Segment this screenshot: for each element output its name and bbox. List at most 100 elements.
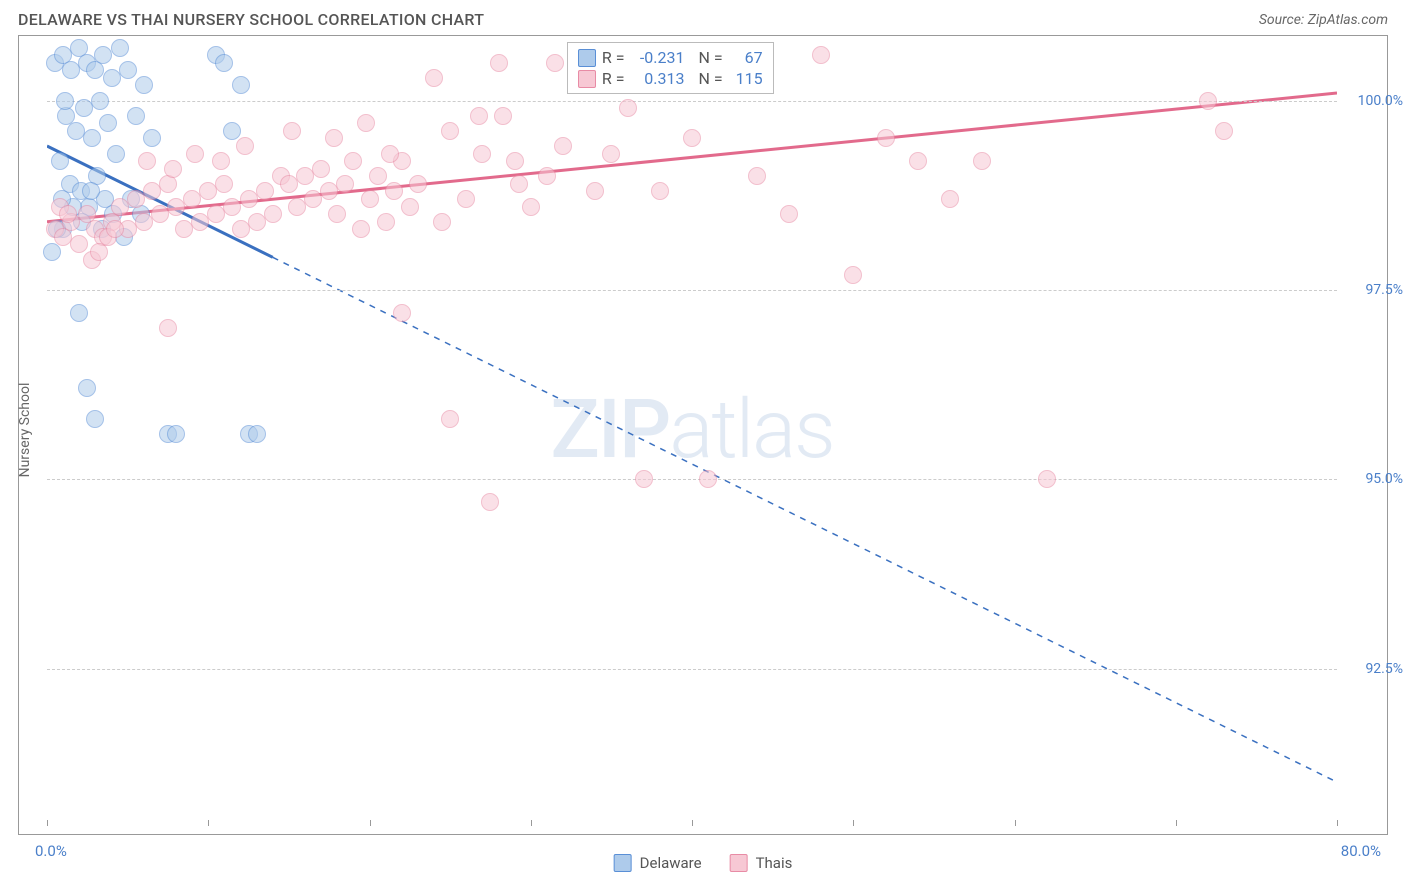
x-tick	[1176, 820, 1177, 826]
scatter-point	[59, 205, 77, 223]
scatter-point	[409, 175, 427, 193]
legend-r-label: R =	[602, 48, 625, 67]
legend-n-value: 115	[729, 69, 763, 88]
legend-label: Delaware	[640, 854, 702, 872]
plot-area: Nursery School ZIPatlas 92.5%95.0%97.5%1…	[47, 40, 1337, 820]
scatter-point	[651, 182, 669, 200]
legend-item: Thais	[730, 854, 793, 872]
scatter-point	[361, 190, 379, 208]
scatter-point	[232, 76, 250, 94]
chart-title: DELAWARE VS THAI NURSERY SCHOOL CORRELAT…	[18, 10, 484, 29]
scatter-point	[70, 304, 88, 322]
scatter-point	[1038, 470, 1056, 488]
legend-swatch	[614, 854, 632, 872]
scatter-point	[490, 54, 508, 72]
x-max-label: 80.0%	[1341, 842, 1381, 860]
scatter-point	[844, 266, 862, 284]
scatter-point	[107, 145, 125, 163]
y-tick-label: 92.5%	[1365, 661, 1403, 677]
scatter-point	[494, 107, 512, 125]
scatter-point	[83, 129, 101, 147]
y-tick-label: 100.0%	[1358, 93, 1403, 109]
scatter-point	[164, 160, 182, 178]
scatter-point	[554, 137, 572, 155]
scatter-point	[748, 167, 766, 185]
legend-r-value: -0.231	[630, 48, 684, 67]
scatter-point	[377, 213, 395, 231]
scatter-point	[167, 425, 185, 443]
scatter-point	[635, 470, 653, 488]
scatter-point	[812, 46, 830, 64]
scatter-point	[441, 122, 459, 140]
x-tick	[1337, 820, 1338, 826]
scatter-point	[381, 145, 399, 163]
scatter-point	[780, 205, 798, 223]
scatter-point	[256, 182, 274, 200]
scatter-point	[877, 129, 895, 147]
x-tick	[208, 820, 209, 826]
x-tick	[370, 820, 371, 826]
grid-line	[47, 101, 1337, 102]
y-tick-label: 97.5%	[1365, 282, 1403, 298]
scatter-point	[973, 152, 991, 170]
legend-row: R = 0.313 N = 115	[578, 68, 763, 89]
scatter-point	[143, 129, 161, 147]
x-tick	[692, 820, 693, 826]
x-tick	[47, 820, 48, 826]
scatter-point	[119, 61, 137, 79]
scatter-point	[393, 304, 411, 322]
source-label: Source: ZipAtlas.com	[1259, 12, 1388, 28]
legend-label: Thais	[756, 854, 793, 872]
scatter-point	[546, 54, 564, 72]
scatter-point	[223, 122, 241, 140]
scatter-point	[212, 152, 230, 170]
scatter-point	[248, 425, 266, 443]
scatter-point	[506, 152, 524, 170]
legend-n-value: 67	[729, 48, 763, 67]
scatter-point	[283, 122, 301, 140]
legend-item: Delaware	[614, 854, 702, 872]
scatter-point	[215, 54, 233, 72]
legend-n-label: N =	[698, 69, 722, 88]
scatter-point	[328, 205, 346, 223]
scatter-point	[586, 182, 604, 200]
legend-swatch	[578, 49, 596, 67]
scatter-point	[344, 152, 362, 170]
scatter-point	[70, 235, 88, 253]
y-axis-label: Nursery School	[17, 383, 33, 478]
scatter-point	[264, 205, 282, 223]
legend-n-label: N =	[698, 48, 722, 67]
scatter-point	[1215, 122, 1233, 140]
scatter-point	[481, 493, 499, 511]
scatter-point	[138, 152, 156, 170]
scatter-point	[99, 114, 117, 132]
scatter-point	[683, 129, 701, 147]
grid-line	[47, 290, 1337, 291]
scatter-point	[457, 190, 475, 208]
scatter-point	[941, 190, 959, 208]
legend-r-value: 0.313	[630, 69, 684, 88]
scatter-point	[909, 152, 927, 170]
scatter-point	[325, 129, 343, 147]
scatter-point	[401, 198, 419, 216]
x-tick	[1015, 820, 1016, 826]
scatter-point	[385, 182, 403, 200]
scatter-point	[538, 167, 556, 185]
scatter-point	[236, 137, 254, 155]
series-legend: Delaware Thais	[614, 854, 793, 872]
scatter-point	[425, 69, 443, 87]
correlation-legend: R = -0.231 N = 67 R = 0.313 N = 115	[567, 42, 774, 94]
watermark: ZIPatlas	[550, 382, 833, 478]
scatter-point	[127, 107, 145, 125]
scatter-point	[159, 319, 177, 337]
legend-swatch	[578, 70, 596, 88]
grid-line	[47, 479, 1337, 480]
scatter-point	[86, 410, 104, 428]
legend-row: R = -0.231 N = 67	[578, 47, 763, 68]
scatter-point	[602, 145, 620, 163]
legend-r-label: R =	[602, 69, 625, 88]
scatter-point	[215, 175, 233, 193]
scatter-point	[56, 92, 74, 110]
grid-line	[47, 669, 1337, 670]
scatter-point	[369, 167, 387, 185]
